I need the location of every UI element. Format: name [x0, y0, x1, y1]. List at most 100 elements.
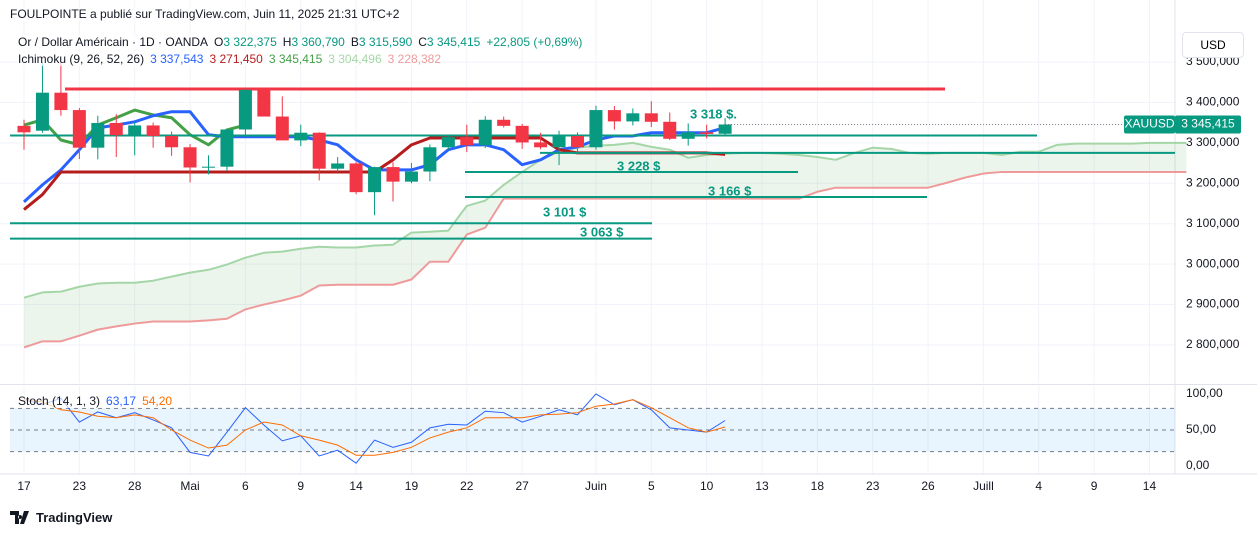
x-tick-label: Juill [973, 479, 994, 493]
candle-body [607, 110, 621, 122]
legend-value: 3 228,382 [387, 52, 442, 66]
candle-body [515, 125, 529, 143]
candle-body [368, 167, 382, 193]
ohlc: C3 345,415 [418, 35, 480, 49]
candle-body [718, 124, 732, 134]
publisher: FOULPOINTE a publié sur TradingView.com,… [10, 7, 400, 21]
candle-body [202, 166, 215, 168]
candle-body [146, 125, 160, 136]
kumo [24, 142, 1187, 348]
ichimoku-line [23, 136, 726, 211]
level-label: 3 318 $. [690, 106, 737, 121]
candle-body [589, 110, 603, 148]
x-tick-label: 13 [755, 479, 769, 493]
candle-body [294, 132, 308, 141]
candle-body [17, 125, 31, 133]
legend-value: 54,20 [142, 394, 173, 408]
currency-button[interactable]: USD [1182, 32, 1244, 58]
level-label: 3 166 $ [708, 183, 752, 198]
ichimoku-line [22, 110, 726, 203]
brand: TradingView [10, 510, 112, 525]
x-tick-label: 19 [405, 479, 419, 493]
b-label: B [350, 35, 359, 49]
candle-body [423, 147, 437, 172]
ohlc: B3 315,590 [351, 35, 412, 49]
stoch-band [10, 408, 1175, 452]
ichimoku-label: Ichimoku (9, 26, 52, 26) [18, 52, 145, 66]
candle-body [497, 119, 511, 126]
candle-body [128, 125, 142, 136]
x-tick-label: 18 [811, 479, 825, 493]
x-tick-label: 28 [128, 479, 142, 493]
candle-body [478, 119, 492, 146]
candle-body [681, 132, 695, 139]
ichimoku-line [23, 170, 1187, 349]
symbol: Or / Dollar Américain · 1D · OANDA [18, 35, 209, 49]
y-tick-label: 3 300,000 [1186, 135, 1240, 149]
candle-body [54, 92, 68, 111]
legend-value: 3 337,543 [150, 52, 204, 66]
x-tick-label: 6 [242, 479, 249, 493]
x-tick-label: Juin [585, 479, 607, 493]
y-tick-label: 3 000,000 [1186, 256, 1240, 270]
x-tick-label: 14 [349, 479, 363, 493]
legend-value: 63,17 [106, 394, 137, 408]
price-tag [1175, 115, 1241, 134]
y-tick-label: 2 900,000 [1186, 297, 1240, 311]
symbol-legend: Or / Dollar Américain · 1D · OANDA O3 32… [18, 35, 583, 49]
ohlc: O3 322,375 [214, 35, 277, 49]
h-label: H [282, 35, 292, 49]
h-value: 3 360,790 [291, 35, 345, 49]
candle-body [700, 132, 714, 134]
x-tick-label: 9 [297, 479, 304, 493]
b-value: 3 315,590 [358, 35, 413, 49]
candle-body [35, 92, 49, 131]
legend-value: 3 304,496 [328, 52, 382, 66]
candle-body [460, 137, 474, 146]
candle-body [441, 137, 455, 148]
level-label: 3 063 $ [580, 224, 624, 239]
x-tick-label: Mai [180, 479, 199, 493]
c-value: 3 345,415 [426, 35, 481, 49]
candle-body [663, 121, 677, 139]
stoch-label: Stoch (14, 1, 3) [18, 394, 101, 408]
candle-body [534, 142, 548, 148]
x-tick-label: 17 [17, 479, 31, 493]
candle-body [571, 135, 584, 148]
candle-body [165, 135, 179, 148]
x-tick-label: 14 [1143, 479, 1157, 493]
x-tick-label: 27 [515, 479, 529, 493]
candle-body [220, 129, 234, 167]
y-tick-label: 3 100,000 [1186, 216, 1240, 230]
y-tick-label: 3 400,000 [1186, 95, 1240, 109]
candle-body [552, 135, 566, 148]
candle-body [72, 110, 86, 148]
x-tick-label: 23 [73, 479, 87, 493]
x-tick-label: 22 [460, 479, 474, 493]
y-tick-label: 3 200,000 [1186, 175, 1240, 189]
candle-body [312, 132, 326, 169]
o-label: O [214, 35, 224, 49]
candle-body [275, 116, 289, 141]
symbol-tag [1124, 115, 1175, 134]
logo [10, 510, 29, 524]
ichimoku-line [23, 108, 246, 147]
level-label: 3 228 $ [617, 158, 661, 173]
x-tick-label: 4 [1035, 479, 1042, 493]
candle-body [644, 113, 658, 122]
brand-name: TradingView [36, 510, 113, 525]
x-tick-label: 9 [1091, 479, 1098, 493]
candle-body [257, 89, 271, 117]
candle-body [349, 163, 363, 193]
y-tick-label: 50,00 [1186, 422, 1216, 436]
candle-body [238, 89, 252, 130]
stoch-line [23, 399, 726, 456]
y-tick-label: 0,00 [1186, 458, 1210, 472]
candle-body [91, 123, 105, 148]
y-tick-label: 2 800,000 [1186, 337, 1240, 351]
ohlc: H3 360,790 [283, 35, 345, 49]
legend-value: 3 271,450 [209, 52, 263, 66]
stoch-legend: Stoch (14, 1, 3) 63,17 54,20 [18, 394, 173, 408]
